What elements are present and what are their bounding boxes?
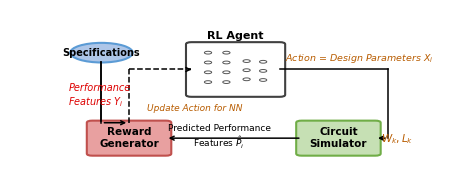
Text: Specifications: Specifications [63,48,140,58]
Circle shape [259,70,267,72]
Circle shape [259,79,267,81]
Text: Action = Design Parameters $X_i$: Action = Design Parameters $X_i$ [285,52,434,65]
FancyBboxPatch shape [186,42,285,97]
Circle shape [243,60,250,62]
Circle shape [223,81,230,84]
Ellipse shape [70,43,133,62]
Circle shape [204,61,212,64]
Text: Predicted Performance
Features $\hat{P}_i$: Predicted Performance Features $\hat{P}_… [167,124,271,151]
Circle shape [223,71,230,74]
Circle shape [243,69,250,72]
Text: Reward
Generator: Reward Generator [99,127,159,149]
Text: Update Action for NN: Update Action for NN [147,104,243,113]
Circle shape [243,78,250,81]
Circle shape [259,60,267,63]
Text: Performance
Features $Y_i$: Performance Features $Y_i$ [68,83,131,109]
FancyBboxPatch shape [87,121,171,156]
Text: RL Agent: RL Agent [207,31,264,41]
Circle shape [204,51,212,54]
Circle shape [204,71,212,74]
Circle shape [204,81,212,84]
Circle shape [223,61,230,64]
Text: Circuit
Simulator: Circuit Simulator [310,127,367,149]
Circle shape [223,51,230,54]
FancyBboxPatch shape [296,121,381,156]
Text: $W_k, L_k$: $W_k, L_k$ [381,132,413,146]
